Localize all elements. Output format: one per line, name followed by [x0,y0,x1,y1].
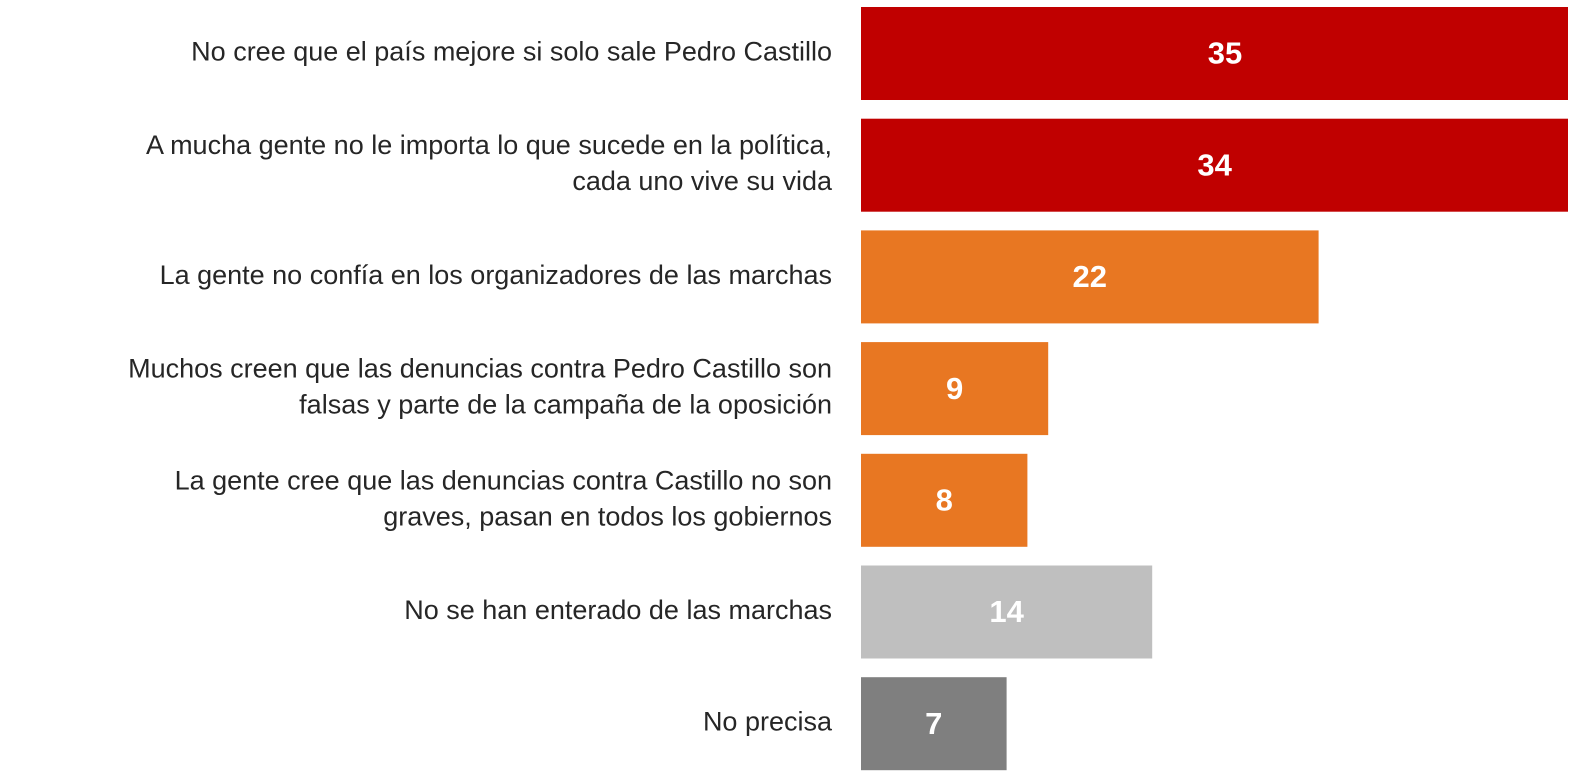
value-label: 8 [936,482,953,517]
category-line: No precisa [703,707,833,737]
category-label: No precisa [703,707,833,737]
category-label: No cree que el país mejore si solo sale … [191,37,832,67]
value-label: 34 [1197,147,1232,182]
bar [861,677,1007,771]
category-line: No cree que el país mejore si solo sale … [191,37,832,67]
category-label: La gente cree que las denuncias contra C… [175,465,832,531]
category-label: La gente no confía en los organizadores … [160,260,832,290]
plot-area: 35 34 22 9 8 14 7 [861,7,1568,771]
category-label: No se han enterado de las marchas [404,595,832,625]
bar [861,342,1049,436]
category-line: graves, pasan en todos los gobiernos [383,501,832,531]
category-line: La gente cree que las denuncias contra C… [175,465,832,495]
bar [861,453,1028,547]
category-line: Muchos creen que las denuncias contra Pe… [128,354,832,384]
category-line: No se han enterado de las marchas [404,595,832,625]
category-line: falsas y parte de la campaña de la oposi… [299,390,832,420]
category-line: La gente no confía en los organizadores … [160,260,832,290]
value-label: 7 [925,706,942,741]
category-label: Muchos creen que las denuncias contra Pe… [128,354,832,420]
value-label: 35 [1208,36,1242,71]
category-line: cada uno vive su vida [572,166,833,196]
bar [861,7,1568,100]
bar [861,565,1153,659]
value-label: 9 [946,371,963,406]
bar [861,230,1319,324]
category-line: A mucha gente no le importa lo que suced… [146,130,832,160]
value-label: 14 [989,594,1024,629]
category-label: A mucha gente no le importa lo que suced… [146,130,833,196]
bar [861,118,1568,212]
value-label: 22 [1073,259,1107,294]
